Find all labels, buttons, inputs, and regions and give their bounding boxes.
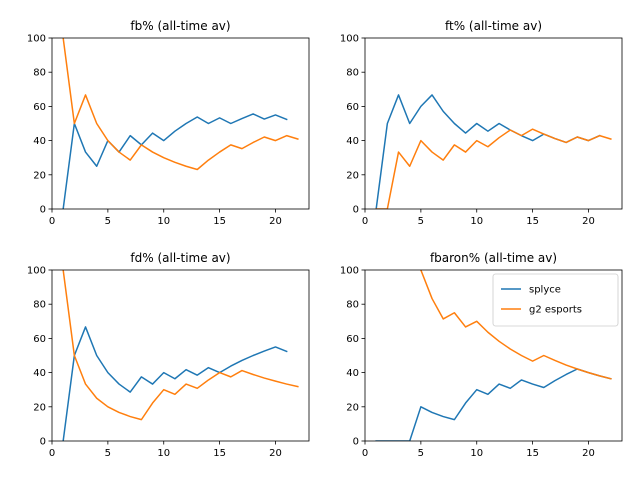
x-tick-label: 5 [418, 216, 424, 227]
y-tick-label: 20 [33, 402, 46, 413]
y-tick-label: 100 [340, 266, 359, 277]
series-group [62, 270, 299, 441]
y-tick-label: 20 [346, 170, 359, 181]
y-tick-label: 100 [27, 34, 46, 45]
subplot-title: fb% (all-time av) [130, 19, 230, 33]
legend-box [492, 273, 619, 327]
y-tick-label: 0 [40, 205, 46, 216]
series-line-splyce [62, 113, 288, 209]
y-tick-label: 0 [40, 437, 46, 448]
y-tick-label: 40 [346, 136, 359, 147]
x-tick-label: 5 [418, 448, 424, 459]
y-tick-label: 40 [346, 368, 359, 379]
series-line-splyce [375, 368, 612, 441]
x-tick-label: 15 [526, 216, 539, 227]
x-tick-label: 0 [49, 448, 55, 459]
y-tick-label: 80 [33, 68, 46, 79]
y-tick-label: 100 [27, 266, 46, 277]
y-tick-label: 100 [340, 34, 359, 45]
x-tick-label: 15 [213, 216, 226, 227]
y-tick-label: 60 [33, 334, 46, 345]
y-tick-label: 20 [346, 402, 359, 413]
series-group [62, 38, 299, 209]
x-tick-label: 5 [105, 448, 111, 459]
y-tick-label: 0 [353, 205, 359, 216]
series-line-g2-esports [62, 270, 299, 421]
subplot-3: 0 5 10 15 20 0 20 40 60 80 100 fd% (all-time av) [27, 251, 310, 459]
x-tick-label: 15 [213, 448, 226, 459]
x-tick-label: 10 [157, 448, 170, 459]
y-tick-label: 40 [33, 368, 46, 379]
subplot-title: fbaron% (all-time av) [430, 251, 557, 265]
axes-frame [364, 269, 623, 442]
series-group [375, 94, 612, 209]
series-line-splyce [375, 94, 601, 209]
x-tick-label: 10 [157, 216, 170, 227]
x-tick-label: 20 [582, 216, 595, 227]
subplot-4: 0 5 10 15 20 0 20 40 60 80 100 fbaron% (all-time av… [340, 251, 623, 459]
subplot-2: 0 5 10 15 20 0 20 40 60 80 100 ft% (all-time av) [340, 19, 623, 227]
subplot-title: ft% (all-time av) [445, 19, 542, 33]
x-tick-label: 20 [269, 448, 282, 459]
y-tick-label: 60 [346, 102, 359, 113]
y-tick-label: 20 [33, 170, 46, 181]
legend-label: g2 esports [529, 305, 582, 316]
subplot-1: 0 5 10 15 20 0 20 40 60 80 100 fb% (all-time av) [27, 19, 310, 227]
series-group [375, 270, 612, 441]
x-tick-label: 15 [526, 448, 539, 459]
x-tick-label: 10 [470, 448, 483, 459]
legend-label: splyce [529, 285, 561, 296]
x-tick-label: 5 [105, 216, 111, 227]
y-tick-label: 80 [346, 300, 359, 311]
y-tick-label: 60 [33, 102, 46, 113]
y-tick-label: 60 [346, 334, 359, 345]
legend: splyce g2 esports [492, 273, 619, 327]
y-tick-label: 80 [346, 68, 359, 79]
x-tick-label: 20 [582, 448, 595, 459]
axes-frame [364, 37, 623, 210]
y-tick-label: 40 [33, 136, 46, 147]
x-tick-label: 0 [49, 216, 55, 227]
series-line-g2-esports [62, 38, 299, 171]
x-tick-label: 0 [362, 448, 368, 459]
y-tick-label: 0 [353, 437, 359, 448]
x-tick-label: 10 [470, 216, 483, 227]
axes-frame [51, 269, 310, 442]
x-tick-label: 20 [269, 216, 282, 227]
axes-frame [51, 37, 310, 210]
y-tick-label: 80 [33, 300, 46, 311]
subplot-title: fd% (all-time av) [130, 251, 230, 265]
series-line-splyce [62, 326, 288, 441]
series-line-g2-esports [375, 128, 612, 209]
x-tick-label: 0 [362, 216, 368, 227]
series-line-g2-esports [420, 270, 612, 380]
